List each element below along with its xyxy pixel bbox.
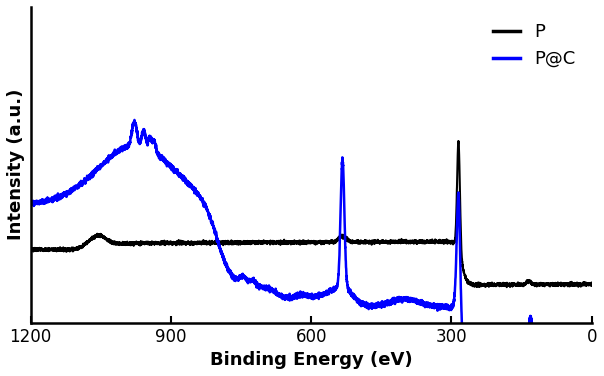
P <box>27 246 34 250</box>
Line: P: P <box>30 141 592 287</box>
Y-axis label: Intensity (a.u.): Intensity (a.u.) <box>7 89 25 241</box>
Legend: P, P@C: P, P@C <box>486 16 583 76</box>
P@C <box>163 159 170 164</box>
X-axis label: Binding Energy (eV): Binding Energy (eV) <box>210 351 413 369</box>
P <box>239 241 246 245</box>
P@C <box>588 375 596 376</box>
P <box>455 139 462 144</box>
P <box>503 285 510 290</box>
P@C <box>157 155 164 160</box>
Line: P@C: P@C <box>30 120 592 376</box>
P@C <box>239 273 246 277</box>
P <box>157 239 164 244</box>
P <box>588 280 596 285</box>
P@C <box>131 118 138 122</box>
P <box>163 240 170 244</box>
P <box>160 240 167 244</box>
P@C <box>27 202 34 206</box>
P <box>278 241 286 246</box>
P <box>584 282 591 287</box>
P@C <box>160 158 167 162</box>
P@C <box>278 294 286 299</box>
